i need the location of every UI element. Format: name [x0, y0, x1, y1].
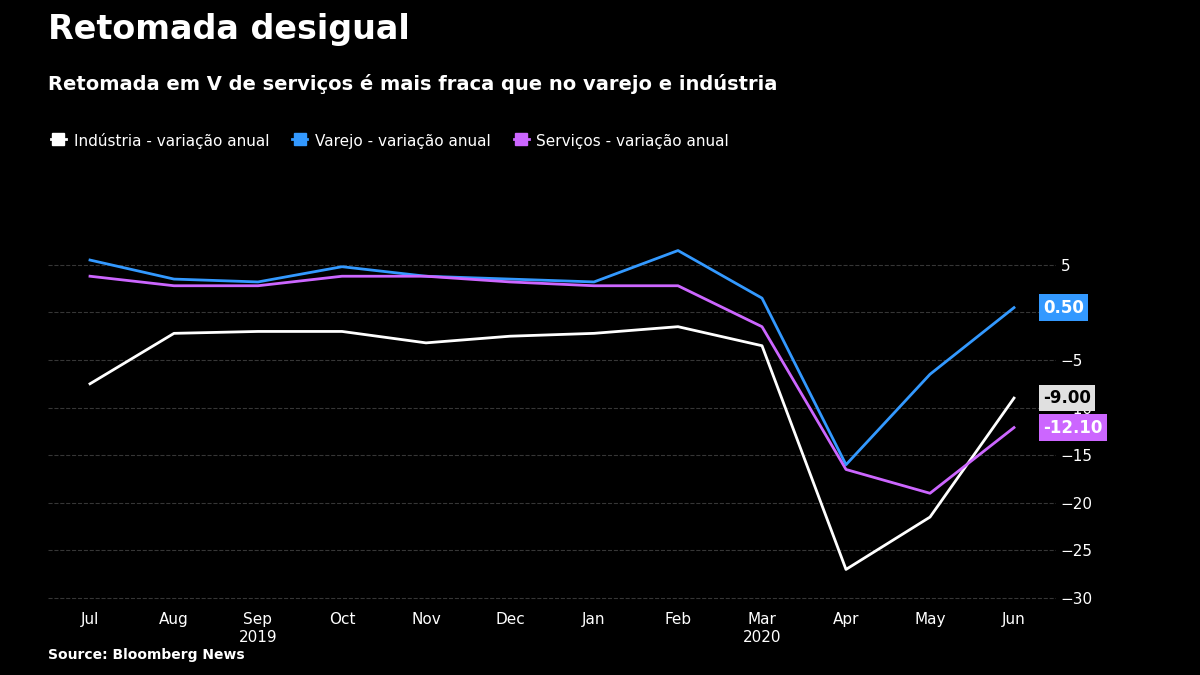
- Text: Retomada em V de serviços é mais fraca que no varejo e indústria: Retomada em V de serviços é mais fraca q…: [48, 74, 778, 94]
- Text: -12.10: -12.10: [1044, 418, 1103, 437]
- Text: -9.00: -9.00: [1044, 389, 1091, 407]
- Text: Source: Bloomberg News: Source: Bloomberg News: [48, 647, 245, 662]
- Text: Retomada desigual: Retomada desigual: [48, 14, 409, 47]
- Text: 0.50: 0.50: [1044, 298, 1085, 317]
- Legend: Indústria - variação anual, Varejo - variação anual, Serviços - variação anual: Indústria - variação anual, Varejo - var…: [50, 132, 730, 148]
